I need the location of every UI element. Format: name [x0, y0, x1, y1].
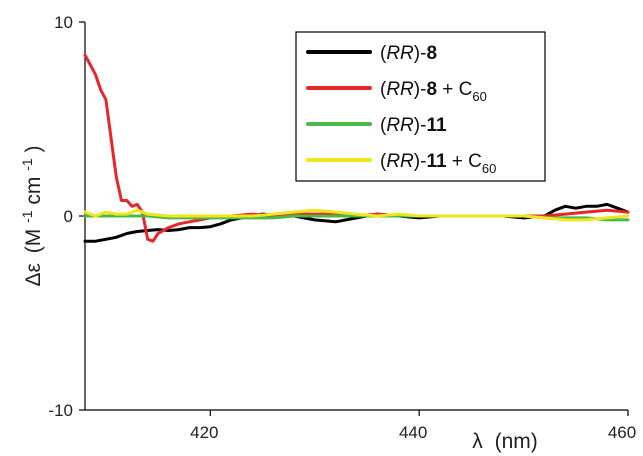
y-axis-title-delta: Δε	[22, 263, 45, 286]
legend-label-plus: + C	[437, 79, 472, 100]
y-tick-label: 10	[54, 13, 73, 32]
legend-label-close: )-	[414, 115, 427, 136]
legend-label-sub: 60	[472, 89, 486, 104]
legend-label-rr: RR	[386, 115, 414, 136]
x-axis-title: λ (nm)	[472, 430, 538, 453]
legend-label-sub: 60	[482, 161, 496, 176]
legend-label-open: (	[380, 43, 387, 64]
legend-label-2: (RR)-11	[380, 115, 447, 136]
series-line-3	[83, 208, 630, 222]
legend-label-rr: RR	[386, 43, 414, 64]
x-ticks: 420 440 460	[190, 410, 636, 442]
legend-box	[295, 31, 546, 182]
legend-label-0: (RR)-8	[380, 43, 437, 64]
legend-label-close: )-	[414, 79, 427, 100]
x-axis-title-lambda: λ	[472, 430, 483, 453]
y-axis-title-close: )	[22, 145, 45, 152]
y-axis-title: Δε (M -1 cm -1 )	[14, 145, 45, 286]
legend-label-open: (	[380, 79, 387, 100]
legend-label-3: (RR)-11 + C60	[380, 151, 496, 176]
legend-label-1: (RR)-8 + C60	[380, 79, 487, 104]
y-axis-title-exp2: -1	[19, 158, 35, 171]
y-tick-label: 0	[64, 207, 73, 226]
legend-label-rr: RR	[386, 79, 414, 100]
y-ticks: 10 0 -10	[48, 13, 85, 420]
x-tick-label: 440	[399, 423, 427, 442]
x-tick-label: 460	[608, 423, 636, 442]
legend-label-open: (	[380, 151, 387, 172]
y-axis-title-exp1: -1	[19, 210, 35, 223]
series-line-0	[83, 202, 630, 243]
series-layer	[83, 53, 630, 243]
legend-label-close: )-	[414, 43, 427, 64]
legend-label-open: (	[380, 115, 387, 136]
legend-label-close: )-	[414, 151, 427, 172]
legend: (RR)-8(RR)-8 + C60(RR)-11(RR)-11 + C60	[295, 31, 546, 182]
x-tick-label: 420	[190, 423, 218, 442]
legend-label-num: 11	[426, 115, 447, 136]
x-axis-title-unit: (nm)	[495, 430, 538, 453]
legend-label-rr: RR	[386, 151, 414, 172]
y-tick-label: -10	[48, 401, 73, 420]
legend-label-num: 11	[426, 151, 447, 172]
legend-items: (RR)-8(RR)-8 + C60(RR)-11(RR)-11 + C60	[306, 43, 496, 176]
y-axis-title-mid: cm	[22, 177, 45, 205]
legend-label-plus: + C	[447, 151, 482, 172]
y-axis-title-open: (M	[22, 229, 45, 254]
legend-label-num: 8	[426, 43, 437, 64]
legend-label-num: 8	[426, 79, 437, 100]
